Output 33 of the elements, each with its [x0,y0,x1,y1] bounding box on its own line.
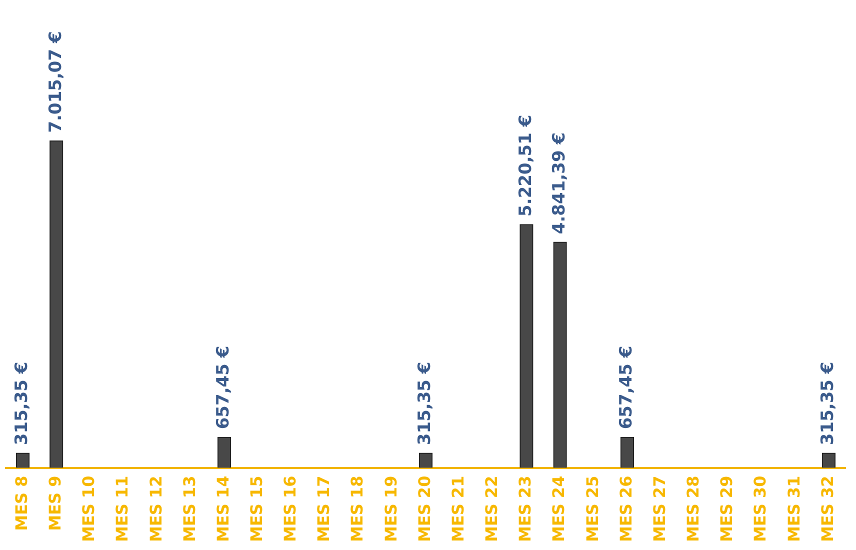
x-tick-label: MES 11 [112,476,132,542]
x-tick-label: MES 9 [46,476,65,531]
x-tick-label: MES 31 [784,476,804,542]
x-tick-label: MES 21 [448,476,468,542]
x-tick-label: MES 19 [381,476,400,542]
x-tick-label: MES 14 [213,476,232,542]
data-label: 315,35 € [12,362,32,446]
data-label: 315,35 € [415,362,436,446]
x-tick-label: MES 29 [717,476,736,542]
x-tick-label: MES 17 [314,476,334,542]
x-tick-label: MES 24 [549,476,568,542]
x-tick-label: MES 27 [650,476,669,542]
x-tick-label: MES 18 [348,476,367,542]
x-tick-label: MES 15 [246,476,266,542]
x-tick-label: MES 12 [146,476,166,542]
data-label: 657,45 € [214,346,234,430]
x-tick-label: MES 13 [180,476,199,542]
data-label: 657,45 € [616,346,637,430]
data-label: 4.841,39 € [549,132,570,234]
x-tick-label: MES 30 [750,476,770,542]
x-tick-label: MES 20 [414,476,434,542]
x-tick-label: MES 8 [12,476,31,531]
x-tick-label: MES 22 [482,476,502,542]
x-tick-label: MES 25 [582,476,602,542]
x-tick-label: MES 23 [516,476,535,542]
data-label: 5.220,51 € [516,114,536,216]
x-tick-label: MES 16 [280,476,300,542]
data-label: 7.015,07 € [46,31,66,133]
x-tick-label: MES 26 [616,476,636,542]
x-tick-label: MES 10 [79,476,98,542]
x-tick-label: MES 32 [818,476,837,542]
data-label: 315,35 € [818,362,838,446]
x-tick-label: MES 28 [684,476,703,542]
